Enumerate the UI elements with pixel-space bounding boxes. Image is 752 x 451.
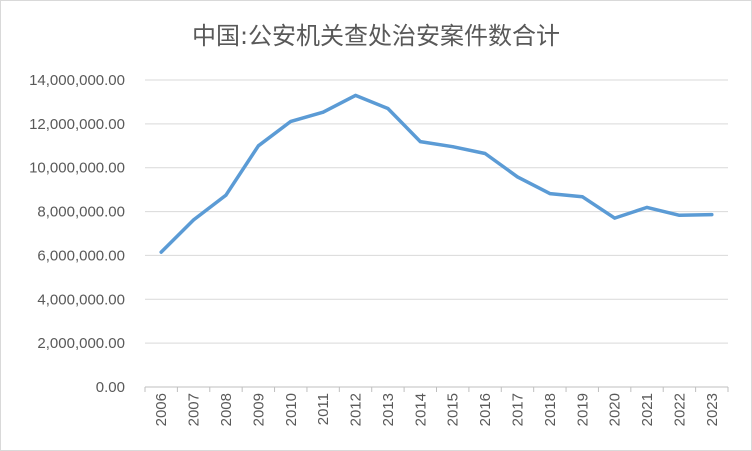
x-tick-label: 2015 [445,393,462,426]
y-axis-tick-labels: 0.00 2,000,000.00 4,000,000.00 6,000,000.00… [29,72,125,396]
data-point [645,205,649,209]
data-point [386,107,390,111]
x-tick-label: 2019 [574,393,591,426]
series-line [159,93,714,254]
data-point [613,216,617,220]
data-point [321,110,325,114]
x-tick-label: 2008 [218,393,235,426]
data-point [224,193,228,197]
data-point [159,250,163,254]
series-layer [159,93,714,254]
data-point [451,145,455,149]
x-tick-label: 2009 [250,393,267,426]
x-tick-label: 2011 [315,393,332,425]
x-tick-label: 2012 [348,393,365,426]
x-tick-label: 2023 [704,393,721,426]
data-point [515,175,519,179]
data-point [192,218,196,222]
x-tick-label: 2013 [380,393,397,426]
x-tick-label: 2010 [283,393,300,426]
y-tick-label: 8,000,000.00 [37,204,125,221]
gridlines [145,79,728,344]
data-point [677,213,681,217]
y-tick-label: 4,000,000.00 [37,291,125,308]
data-point [580,195,584,199]
x-axis [144,386,729,392]
data-point [418,140,422,144]
x-tick-label: 2022 [671,393,688,426]
data-point [289,119,293,123]
data-point [354,93,358,97]
x-tick-label: 2016 [477,393,494,426]
y-tick-label: 14,000,000.00 [29,72,125,89]
x-tick-label: 2007 [186,393,203,426]
x-tick-label: 2021 [639,393,656,426]
y-tick-label: 10,000,000.00 [29,160,125,177]
y-tick-label: 2,000,000.00 [37,335,125,352]
data-point [256,144,260,148]
data-point [483,151,487,155]
chart-title: 中国:公安机关查处治安案件数合计 [191,22,561,50]
data-point [548,192,552,196]
y-tick-label: 6,000,000.00 [37,247,125,264]
y-tick-label: 12,000,000.00 [29,116,125,133]
data-point [710,213,714,217]
x-tick-label: 2017 [509,393,526,426]
x-tick-label: 2018 [542,393,559,426]
x-axis-tick-labels: 2006 2007 2008 2009 2010 2011 2012 2013 2014 2015… [153,393,721,426]
x-tick-label: 2006 [153,393,170,426]
y-tick-label: 0.00 [96,379,125,396]
x-tick-label: 2020 [607,393,624,426]
x-tick-label: 2014 [412,393,429,426]
